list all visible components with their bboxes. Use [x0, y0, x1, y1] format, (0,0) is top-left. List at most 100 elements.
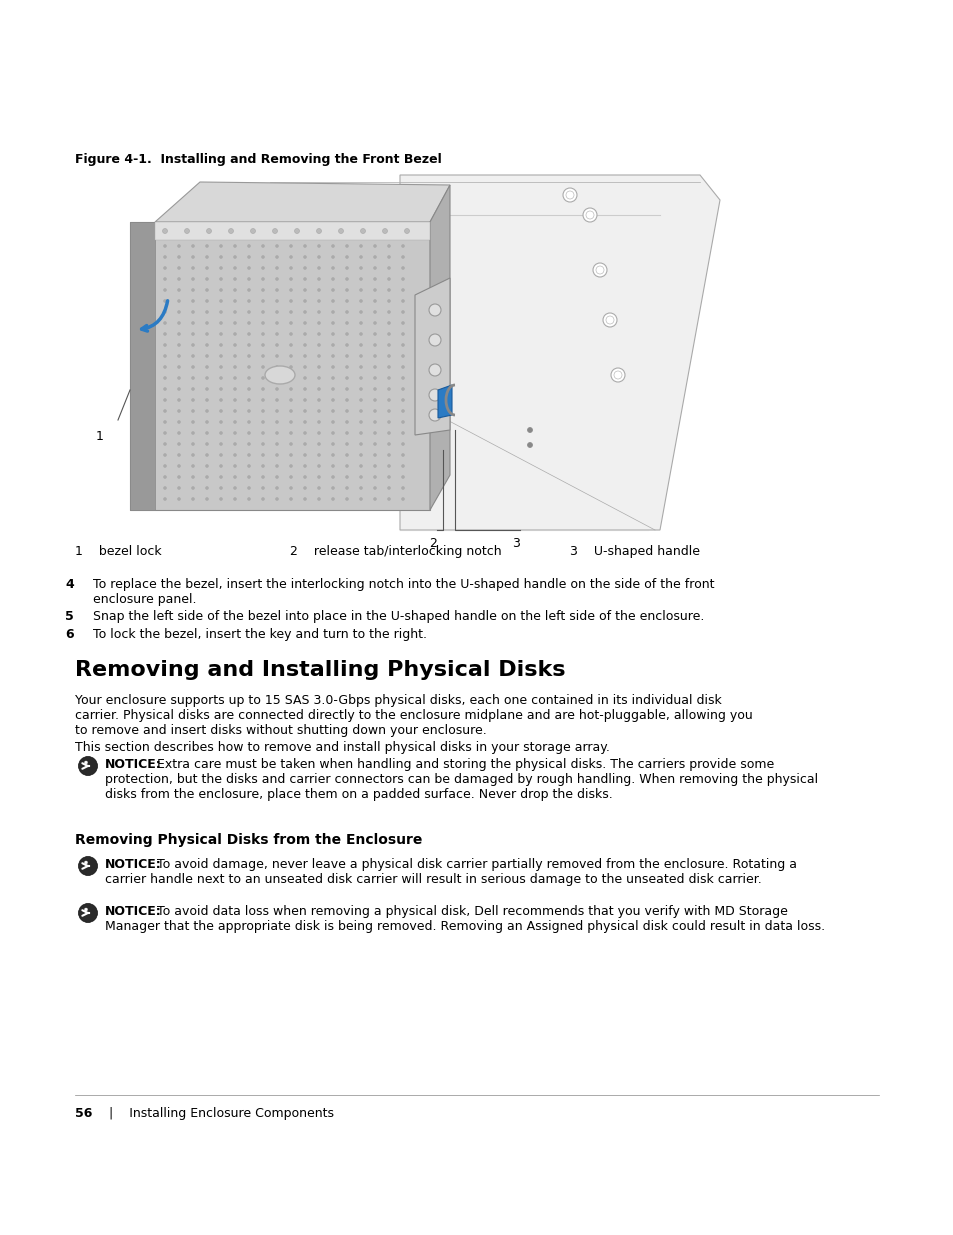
Circle shape	[163, 267, 167, 269]
Circle shape	[303, 332, 307, 336]
Circle shape	[289, 310, 293, 314]
Circle shape	[303, 398, 307, 401]
Circle shape	[401, 245, 404, 248]
Circle shape	[274, 267, 278, 269]
Circle shape	[247, 453, 251, 457]
Circle shape	[345, 475, 349, 479]
Circle shape	[316, 310, 320, 314]
Circle shape	[177, 453, 181, 457]
Text: Figure 4-1.: Figure 4-1.	[75, 153, 152, 165]
Circle shape	[274, 366, 278, 369]
Circle shape	[177, 398, 181, 401]
Circle shape	[191, 233, 194, 237]
Circle shape	[289, 277, 293, 280]
Text: To replace the bezel, insert the interlocking notch into the U-shaped handle on : To replace the bezel, insert the interlo…	[92, 578, 714, 592]
Circle shape	[191, 354, 194, 358]
Circle shape	[331, 453, 335, 457]
Circle shape	[316, 245, 320, 248]
Circle shape	[289, 487, 293, 490]
Circle shape	[316, 321, 320, 325]
Text: protection, but the disks and carrier connectors can be damaged by rough handlin: protection, but the disks and carrier co…	[105, 773, 818, 785]
Circle shape	[191, 498, 194, 501]
Circle shape	[219, 366, 223, 369]
Circle shape	[316, 398, 320, 401]
Circle shape	[247, 310, 251, 314]
Circle shape	[294, 228, 299, 233]
Circle shape	[316, 487, 320, 490]
Circle shape	[163, 388, 167, 390]
Circle shape	[247, 431, 251, 435]
Text: NOTICE:: NOTICE:	[105, 758, 162, 771]
Circle shape	[345, 431, 349, 435]
Circle shape	[247, 277, 251, 280]
Circle shape	[289, 475, 293, 479]
Circle shape	[289, 366, 293, 369]
Circle shape	[205, 256, 209, 259]
Circle shape	[289, 377, 293, 380]
Circle shape	[163, 409, 167, 412]
Circle shape	[359, 343, 362, 347]
Circle shape	[316, 420, 320, 424]
Circle shape	[345, 343, 349, 347]
Circle shape	[331, 431, 335, 435]
Circle shape	[401, 388, 404, 390]
Circle shape	[233, 233, 236, 237]
Circle shape	[247, 409, 251, 412]
Text: to remove and insert disks without shutting down your enclosure.: to remove and insert disks without shutt…	[75, 724, 486, 737]
Circle shape	[331, 398, 335, 401]
Circle shape	[274, 431, 278, 435]
Circle shape	[261, 487, 265, 490]
Circle shape	[387, 388, 391, 390]
Circle shape	[359, 453, 362, 457]
Circle shape	[219, 332, 223, 336]
Circle shape	[163, 277, 167, 280]
Circle shape	[331, 256, 335, 259]
Circle shape	[233, 464, 236, 468]
Circle shape	[163, 256, 167, 259]
Circle shape	[316, 267, 320, 269]
Circle shape	[247, 420, 251, 424]
Circle shape	[163, 442, 167, 446]
Circle shape	[316, 377, 320, 380]
Circle shape	[247, 354, 251, 358]
Circle shape	[316, 354, 320, 358]
Circle shape	[303, 487, 307, 490]
Circle shape	[85, 761, 88, 764]
Polygon shape	[130, 222, 430, 510]
Circle shape	[373, 431, 376, 435]
Circle shape	[177, 321, 181, 325]
Circle shape	[219, 453, 223, 457]
Circle shape	[233, 245, 236, 248]
Circle shape	[303, 256, 307, 259]
Circle shape	[401, 487, 404, 490]
Circle shape	[373, 256, 376, 259]
Circle shape	[331, 321, 335, 325]
Circle shape	[261, 388, 265, 390]
Circle shape	[316, 299, 320, 303]
Circle shape	[331, 487, 335, 490]
Circle shape	[359, 233, 362, 237]
Circle shape	[387, 366, 391, 369]
Circle shape	[233, 321, 236, 325]
Circle shape	[205, 431, 209, 435]
Circle shape	[261, 366, 265, 369]
Text: 3    U-shaped handle: 3 U-shaped handle	[569, 545, 700, 558]
Circle shape	[191, 256, 194, 259]
Circle shape	[373, 475, 376, 479]
Circle shape	[401, 332, 404, 336]
Circle shape	[219, 310, 223, 314]
Circle shape	[303, 277, 307, 280]
Circle shape	[205, 245, 209, 248]
Circle shape	[219, 245, 223, 248]
Circle shape	[184, 228, 190, 233]
Circle shape	[163, 245, 167, 248]
Circle shape	[261, 354, 265, 358]
Circle shape	[401, 343, 404, 347]
Circle shape	[387, 354, 391, 358]
Circle shape	[274, 288, 278, 291]
Circle shape	[247, 498, 251, 501]
Circle shape	[191, 267, 194, 269]
Circle shape	[373, 321, 376, 325]
Circle shape	[261, 398, 265, 401]
Circle shape	[401, 366, 404, 369]
